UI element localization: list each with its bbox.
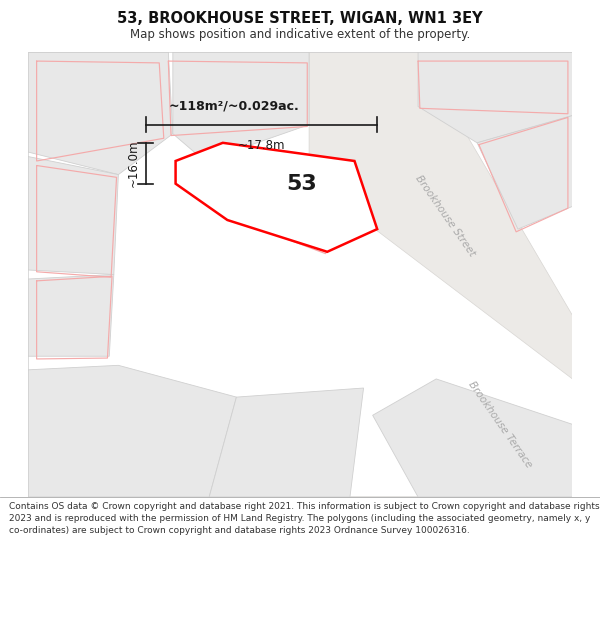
Text: ~17.8m: ~17.8m [238, 139, 285, 152]
Polygon shape [346, 424, 572, 497]
Polygon shape [28, 52, 173, 174]
Polygon shape [28, 274, 114, 356]
Polygon shape [28, 156, 118, 274]
Polygon shape [28, 366, 236, 497]
Polygon shape [373, 379, 572, 497]
Polygon shape [173, 52, 309, 161]
Polygon shape [418, 52, 572, 143]
Polygon shape [176, 143, 377, 252]
Text: Brookhouse Street: Brookhouse Street [413, 173, 477, 258]
Polygon shape [477, 116, 572, 229]
Polygon shape [309, 52, 572, 379]
Text: Map shows position and indicative extent of the property.: Map shows position and indicative extent… [130, 28, 470, 41]
Text: Contains OS data © Crown copyright and database right 2021. This information is : Contains OS data © Crown copyright and d… [9, 502, 599, 535]
Text: 53, BROOKHOUSE STREET, WIGAN, WN1 3EY: 53, BROOKHOUSE STREET, WIGAN, WN1 3EY [117, 11, 483, 26]
Text: 53: 53 [287, 174, 317, 194]
Polygon shape [209, 388, 364, 497]
Text: ~16.0m: ~16.0m [127, 139, 139, 187]
Text: ~118m²/~0.029ac.: ~118m²/~0.029ac. [169, 100, 299, 113]
Text: Brookhouse Terrace: Brookhouse Terrace [466, 379, 533, 469]
